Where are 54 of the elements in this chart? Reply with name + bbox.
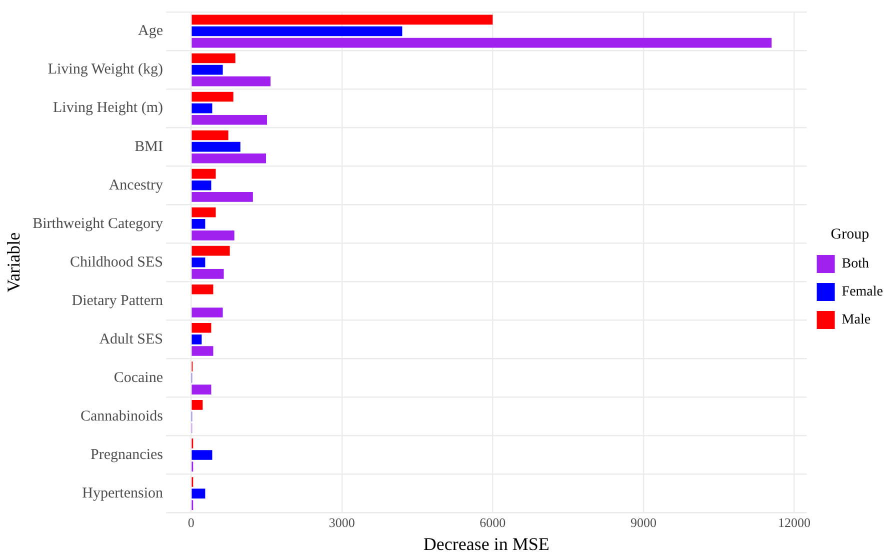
bar [192, 269, 224, 279]
x-tick-label: 6000 [480, 515, 506, 530]
bar [192, 488, 206, 498]
bar [192, 257, 206, 268]
legend-label: Female [842, 284, 884, 300]
bar [192, 450, 212, 460]
y-tick-label: Childhood SES [70, 254, 163, 270]
bar [192, 76, 271, 86]
bar [192, 334, 202, 344]
bar [192, 308, 223, 318]
y-tick-label: Living Weight (kg) [48, 62, 163, 78]
legend-label: Male [842, 312, 871, 328]
y-tick-label: Cannabinoids [80, 408, 164, 424]
bar [192, 53, 236, 64]
bar [192, 400, 203, 410]
bar [192, 180, 212, 190]
y-tick-label: Age [138, 23, 164, 40]
bar [192, 168, 216, 179]
bar [192, 207, 216, 218]
bar [192, 130, 228, 140]
y-tick-label: Ancestry [108, 177, 164, 194]
bar [192, 142, 240, 152]
bar [192, 346, 214, 356]
bar [192, 26, 402, 36]
y-tick-label: Hypertension [82, 485, 164, 502]
bar [192, 92, 234, 102]
y-axis-title: Variable [4, 232, 24, 292]
x-tick-label: 0 [188, 515, 194, 530]
bar [192, 284, 214, 294]
bar [192, 384, 212, 394]
bar [192, 114, 268, 125]
bar [192, 230, 234, 240]
legend-title: Group [830, 226, 870, 242]
x-tick-label: 3000 [328, 515, 355, 530]
bar [192, 64, 223, 75]
y-tick-label: Dietary Pattern [72, 292, 164, 309]
y-tick-label: Pregnancies [90, 446, 164, 463]
x-tick-label: 12000 [778, 515, 810, 530]
legend-label: Both [842, 256, 870, 272]
y-tick-label: Adult SES [99, 331, 163, 348]
y-tick-label: BMI [134, 138, 163, 155]
x-axis-title: Decrease in MSE [423, 534, 550, 554]
bar [192, 246, 230, 256]
bar [192, 14, 493, 25]
bar [192, 218, 206, 229]
bar [192, 192, 253, 202]
y-tick-label: Birthweight Category [32, 216, 164, 232]
bar [192, 153, 266, 164]
y-tick-label: Cocaine [114, 370, 164, 386]
y-tick-label: Living Height (m) [53, 100, 163, 116]
bar [192, 38, 772, 48]
x-tick-label: 9000 [630, 515, 656, 530]
bar [192, 103, 212, 114]
bar [192, 322, 212, 333]
